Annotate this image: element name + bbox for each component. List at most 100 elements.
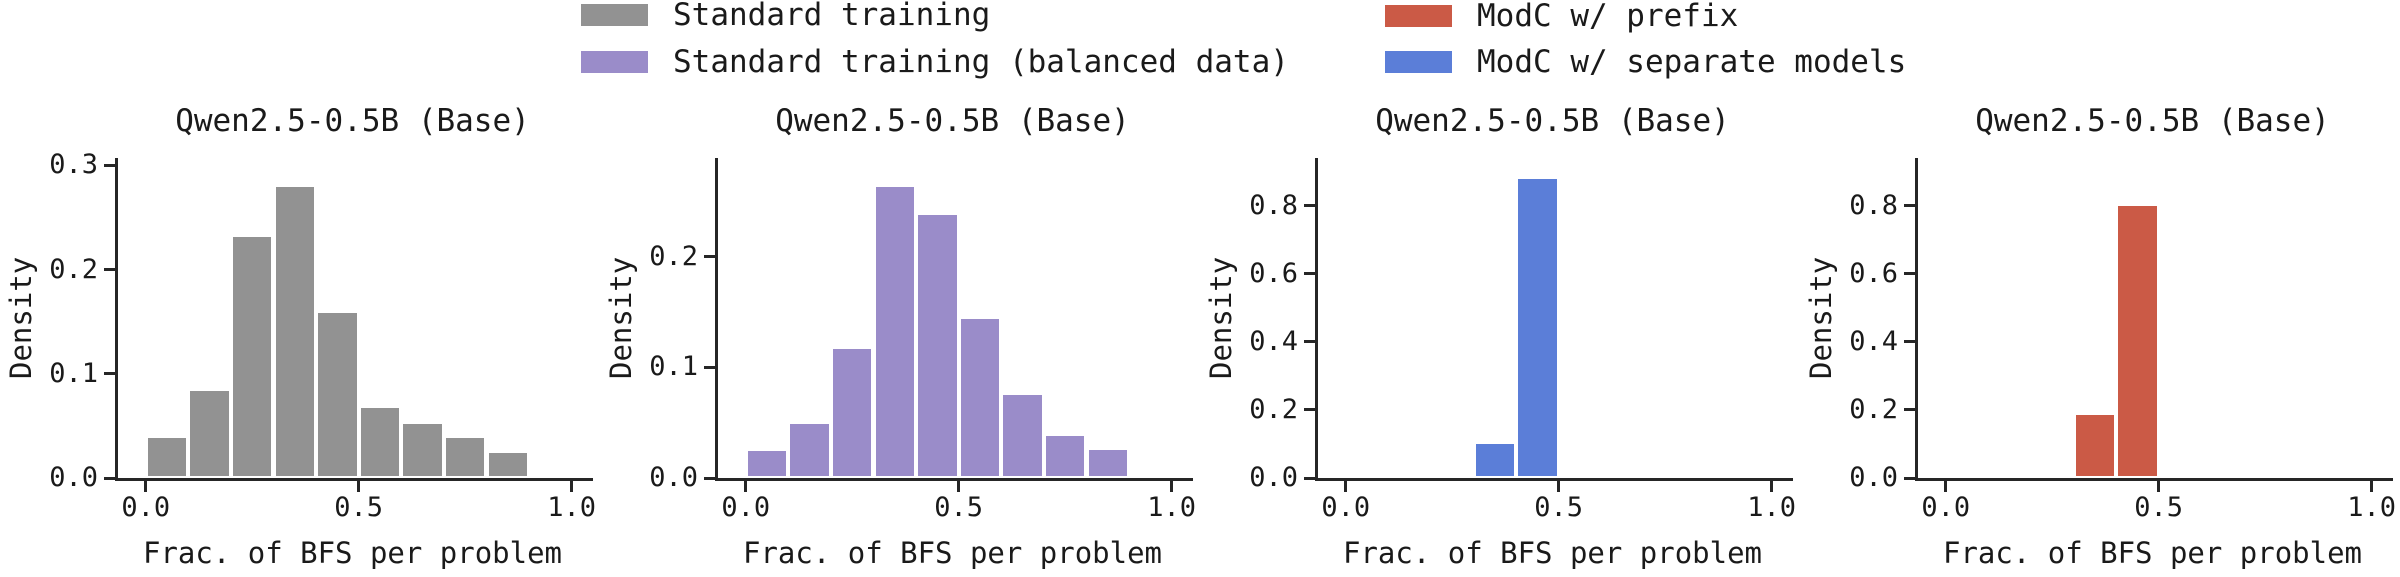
y-tick-label: 0.0 xyxy=(1849,462,1898,493)
y-tick xyxy=(1304,476,1315,480)
y-tick-label: 0.6 xyxy=(1849,257,1898,289)
x-axis-label: Frac. of BFS per problem xyxy=(1342,536,1763,570)
y-tick-label: 0.2 xyxy=(1849,393,1898,425)
y-tick-label: 0.2 xyxy=(1249,393,1298,425)
subplot-standard-training-balanced: Qwen2.5-0.5B (Base) Density 0.0 0.5 1.0 0.0… xyxy=(600,0,1200,577)
x-tick-label: 0.5 xyxy=(934,492,984,523)
x-tick xyxy=(1944,481,1948,492)
histogram-bar xyxy=(830,347,874,478)
y-tick xyxy=(1904,476,1915,480)
x-axis-label: Frac. of BFS per problem xyxy=(1942,536,2363,570)
chart-title: Qwen2.5-0.5B (Base) xyxy=(1375,103,1730,139)
histogram-bar xyxy=(1043,433,1087,478)
chart-title: Qwen2.5-0.5B (Base) xyxy=(1975,103,2330,139)
histogram-bar xyxy=(443,436,487,478)
histogram-bar xyxy=(1001,392,1044,478)
subplot-modc-separate-models: Qwen2.5-0.5B (Base) Density 0.0 0.5 1.0 0.0… xyxy=(1200,0,1800,577)
legend-label: ModC w/ separate models xyxy=(1477,44,1907,80)
histogram-bar xyxy=(2116,204,2159,478)
histogram-bar xyxy=(1129,474,1172,478)
y-tick xyxy=(1904,340,1915,344)
y-tick xyxy=(704,365,715,369)
y-tick-label: 0.0 xyxy=(49,462,98,493)
y-tick-label: 0.3 xyxy=(49,149,98,181)
legend-label: Standard training xyxy=(673,0,991,33)
x-tick-label: 0.0 xyxy=(721,492,771,523)
histogram-bar xyxy=(788,421,831,478)
histogram-bar xyxy=(401,421,444,478)
x-tick xyxy=(144,481,148,492)
histogram-bar xyxy=(873,184,917,478)
histogram-bar xyxy=(1086,448,1130,478)
y-tick-label: 0.4 xyxy=(1249,325,1298,357)
subplot-standard-training: Qwen2.5-0.5B (Base) Density 0.0 0.5 1.0 0.0… xyxy=(0,0,600,577)
x-tick xyxy=(744,481,748,492)
x-tick xyxy=(357,481,361,492)
x-tick xyxy=(570,481,574,492)
histogram-bar xyxy=(145,436,189,478)
x-tick-label: 0.0 xyxy=(1921,492,1971,523)
y-tick xyxy=(1304,204,1315,208)
legend-item-standard-training-balanced: Standard training (balanced data) xyxy=(581,44,1289,80)
x-tick-label: 1.0 xyxy=(1747,492,1797,523)
plot-area: 0.0 0.5 1.0 0.0 0.1 0.2 xyxy=(649,158,1196,523)
y-tick xyxy=(104,372,115,376)
legend-item-modc-separate-models: ModC w/ separate models xyxy=(1385,44,1907,80)
plot-area: 0.0 0.5 1.0 0.0 0.2 0.4 0.6 0.8 xyxy=(1249,158,1796,523)
y-tick-label: 0.1 xyxy=(649,351,698,383)
y-tick xyxy=(104,268,115,271)
y-axis-label: Density xyxy=(4,256,38,380)
x-tick-label: 1.0 xyxy=(1147,492,1197,523)
x-tick-label: 1.0 xyxy=(2347,492,2397,523)
y-tick xyxy=(704,255,715,258)
legend-label: Standard training (balanced data) xyxy=(673,44,1289,80)
y-tick-label: 0.2 xyxy=(49,253,98,285)
legend-swatch-red xyxy=(1385,5,1452,27)
y-tick-label: 0.6 xyxy=(1249,257,1298,289)
histogram-bar xyxy=(958,317,1002,478)
x-tick-label: 0.5 xyxy=(1534,492,1584,523)
histogram-bar xyxy=(2073,413,2117,478)
y-tick xyxy=(704,476,715,480)
histogram-bar xyxy=(188,389,231,478)
histogram-bar xyxy=(273,185,317,478)
x-tick xyxy=(2370,481,2374,492)
x-tick-label: 0.0 xyxy=(1321,492,1371,523)
y-tick xyxy=(1304,408,1315,412)
x-axis-label: Frac. of BFS per problem xyxy=(742,536,1163,570)
y-tick xyxy=(1904,204,1915,208)
y-tick-label: 0.4 xyxy=(1849,325,1898,357)
x-tick xyxy=(957,481,961,492)
y-tick-label: 0.0 xyxy=(1249,462,1298,493)
y-tick-label: 0.0 xyxy=(649,462,698,493)
y-tick xyxy=(1904,272,1915,276)
chart-title: Qwen2.5-0.5B (Base) xyxy=(775,103,1130,139)
y-tick-label: 0.8 xyxy=(1249,189,1298,221)
y-tick xyxy=(104,476,115,480)
histogram-bar xyxy=(316,311,359,478)
y-tick xyxy=(104,163,115,167)
x-tick xyxy=(1344,481,1348,492)
legend-label: ModC w/ prefix xyxy=(1477,0,1739,34)
y-axis-label: Density xyxy=(604,256,638,380)
x-tick-label: 1.0 xyxy=(547,492,597,523)
legend-item-modc-prefix: ModC w/ prefix xyxy=(1385,0,1739,34)
y-tick xyxy=(1904,408,1915,412)
histogram-bar xyxy=(529,474,572,478)
plot-area: 0.0 0.5 1.0 0.0 0.2 0.4 0.6 0.8 xyxy=(1849,158,2396,523)
histogram-bar xyxy=(745,449,789,478)
y-tick-label: 0.1 xyxy=(49,357,98,389)
histogram-bar xyxy=(1473,442,1517,478)
histogram-bar xyxy=(486,450,530,478)
y-tick-label: 0.8 xyxy=(1849,189,1898,221)
chart-title: Qwen2.5-0.5B (Base) xyxy=(175,103,530,139)
legend-swatch-gray xyxy=(581,4,648,26)
x-tick-label: 0.0 xyxy=(121,492,171,523)
y-tick xyxy=(1304,340,1315,344)
legend-item-standard-training: Standard training xyxy=(581,0,991,33)
subplot-modc-prefix: Qwen2.5-0.5B (Base) Density 0.0 0.5 1.0 0.0… xyxy=(1800,0,2400,577)
histogram-bar xyxy=(1516,176,1559,478)
histogram-bar xyxy=(916,213,959,478)
histogram-bar xyxy=(358,406,402,478)
